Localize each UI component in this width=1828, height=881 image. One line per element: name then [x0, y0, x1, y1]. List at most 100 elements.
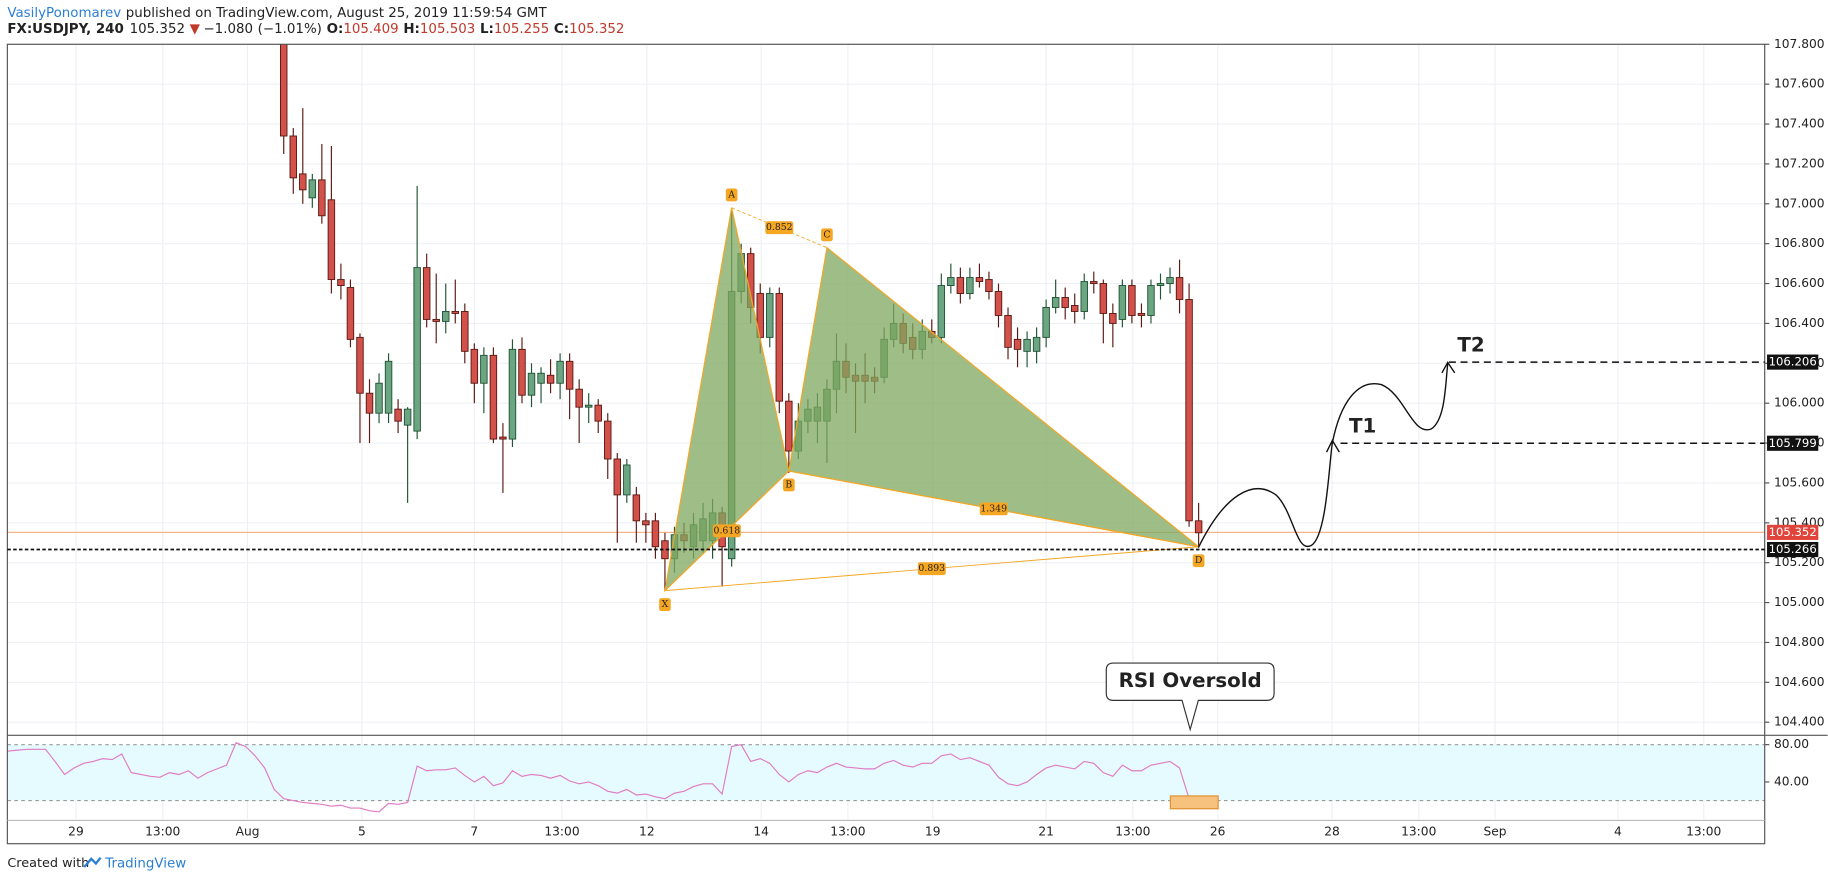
- axis-badge-label: 105.352: [1769, 525, 1817, 539]
- candle-body: [651, 520, 660, 548]
- candle-body: [318, 179, 326, 217]
- candle-body: [1194, 520, 1203, 534]
- x-tick-label: 13:00: [1686, 825, 1721, 839]
- ratio-badge: [917, 562, 946, 576]
- candle-body: [1118, 285, 1127, 320]
- candle-body: [994, 291, 1003, 316]
- candle-body: [451, 310, 460, 314]
- candle-body: [489, 354, 498, 440]
- rsi-line: [7, 742, 1199, 813]
- y-tick-label: 105.200: [1774, 555, 1825, 569]
- candle-body: [432, 318, 440, 322]
- point-badge: [659, 598, 671, 612]
- candle-body: [280, 44, 288, 137]
- candle-body: [546, 374, 555, 384]
- author[interactable]: VasilyPonomarev: [7, 6, 121, 21]
- candle-body: [470, 348, 479, 384]
- footer-brand[interactable]: TradingView: [104, 857, 186, 872]
- candle-body: [1090, 281, 1098, 285]
- y-tick-label: 107.800: [1774, 37, 1825, 51]
- point-label: C: [823, 229, 830, 240]
- x-tick-label: 12: [639, 825, 655, 839]
- ratio-label: 1.349: [980, 503, 1007, 514]
- candle-body: [413, 267, 421, 432]
- x-tick-label: Aug: [236, 825, 260, 839]
- logo: [83, 856, 102, 868]
- candle-body: [1156, 283, 1165, 287]
- axes: 104.400104.600104.800105.000105.200105.4…: [6, 37, 1828, 845]
- projection: [1197, 361, 1456, 549]
- candle-body: [308, 179, 317, 199]
- x-tick-label: 29: [68, 825, 84, 839]
- point-label: A: [727, 189, 735, 200]
- axis-badge: [1767, 354, 1819, 370]
- candle-body: [556, 360, 564, 384]
- y-tick-label: 106.600: [1774, 276, 1825, 290]
- callout: RSI Oversold: [1105, 662, 1275, 732]
- candle-body: [565, 360, 574, 390]
- candle-body: [499, 436, 507, 440]
- candle-body: [442, 310, 450, 322]
- candle-body: [356, 336, 364, 394]
- candle-body: [1004, 314, 1012, 348]
- candle-body: [575, 388, 583, 408]
- y-tick-label: 80.00: [1774, 737, 1809, 751]
- point-badge: [821, 228, 833, 242]
- change: −1.080: [203, 22, 253, 37]
- ohlc-key: O:: [327, 22, 344, 37]
- candle-body: [327, 199, 336, 281]
- y-tick-label: 107.200: [1774, 156, 1825, 170]
- price-pane: 0.852 0.618 1.349 0.893 X A B C D: [280, 44, 1205, 612]
- candle-body: [518, 348, 526, 396]
- candle-body: [1166, 277, 1174, 285]
- candle-body: [1147, 285, 1155, 316]
- symbol-line: FX:USDJPY, 240 105.352 ▼ −1.080 (−1.01%) O:10…: [7, 22, 624, 37]
- candle-body: [1080, 281, 1088, 312]
- y-tick-label: 106.000: [1774, 396, 1825, 410]
- rsi-band: [7, 744, 1765, 801]
- candle-body: [1099, 283, 1108, 314]
- x-tick-label: Sep: [1483, 825, 1506, 839]
- candle-body: [403, 408, 412, 426]
- axis-badge: [1767, 541, 1819, 558]
- ratio-label: 0.893: [918, 563, 945, 574]
- candle-body: [527, 372, 536, 396]
- y-tick-label: 106.400: [1774, 316, 1825, 330]
- candle-body: [623, 464, 631, 496]
- x-tick-label: 5: [358, 825, 366, 839]
- x-tick-label: 13:00: [1115, 825, 1150, 839]
- x-tick-label: 28: [1324, 825, 1340, 839]
- published: published on TradingView.com, August 25,…: [126, 6, 548, 21]
- x-tick-label: 4: [1614, 825, 1622, 839]
- projection-path: [1197, 363, 1449, 549]
- candle-body: [365, 392, 374, 414]
- candle-body: [1185, 299, 1193, 522]
- candle-body: [1051, 297, 1060, 308]
- candle-body: [299, 173, 307, 191]
- ohlc-key: H:: [403, 22, 420, 37]
- candle-body: [1013, 338, 1022, 350]
- candle-body: [966, 277, 974, 294]
- candle-body: [1032, 336, 1041, 352]
- rsi-pane: [7, 742, 1765, 813]
- candle-body: [537, 372, 545, 384]
- candle-body: [766, 293, 774, 338]
- ratio-label: 0.618: [714, 525, 741, 536]
- target-label: T2: [1457, 333, 1484, 356]
- y-tick-label: 107.000: [1774, 196, 1825, 210]
- y-tick-label: 106.800: [1774, 236, 1825, 250]
- ohlc-value: 105.352: [569, 22, 624, 37]
- ohlc-value: 105.503: [420, 22, 475, 37]
- axis-badge: [1767, 435, 1819, 451]
- candle-body: [985, 279, 993, 292]
- ohlc-key: C:: [554, 22, 569, 37]
- candle-body: [337, 279, 345, 287]
- candle-body: [975, 277, 984, 283]
- candle-body: [584, 404, 593, 408]
- candle-body: [1061, 297, 1069, 308]
- x-tick-label: 13:00: [544, 825, 579, 839]
- x-tick-label: 14: [753, 825, 769, 839]
- candle-body: [1137, 312, 1146, 316]
- price: 105.352: [130, 22, 185, 37]
